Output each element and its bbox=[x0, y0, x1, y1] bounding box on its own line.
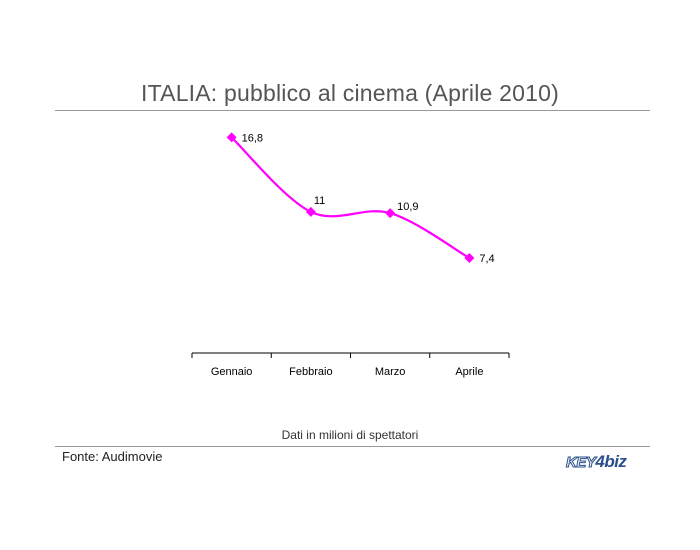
source-text: Fonte: Audimovie bbox=[62, 449, 163, 464]
marker-layer bbox=[226, 132, 475, 264]
x-axis: Gennaio Febbraio Marzo Aprile bbox=[191, 352, 510, 378]
key4biz-logo: KEY4biz bbox=[565, 452, 627, 472]
top-divider bbox=[55, 110, 650, 111]
data-label-layer: 16,8 11 10,9 7,4 bbox=[242, 132, 495, 265]
series-line bbox=[230, 136, 470, 259]
x-tick-label: Marzo bbox=[375, 366, 406, 378]
line-chart: Gennaio Febbraio Marzo Aprile 16,8 11 10,9 7,4 bbox=[191, 132, 510, 378]
series-line-layer bbox=[230, 136, 470, 259]
data-point-marker bbox=[464, 253, 475, 264]
chart-title: ITALIA: pubblico al cinema (Aprile 2010) bbox=[141, 80, 559, 106]
data-label: 10,9 bbox=[397, 201, 418, 213]
x-tick-label: Aprile bbox=[455, 366, 483, 378]
data-label: 11 bbox=[314, 195, 325, 207]
x-tick-label: Febbraio bbox=[289, 366, 332, 378]
bottom-divider bbox=[55, 446, 650, 447]
data-point-marker bbox=[385, 208, 396, 219]
data-label: 7,4 bbox=[479, 253, 494, 265]
units-note: Dati in milioni di spettatori bbox=[281, 428, 419, 442]
x-tick-label: Gennaio bbox=[211, 366, 253, 378]
data-label: 16,8 bbox=[242, 132, 263, 144]
data-point-marker bbox=[226, 132, 237, 143]
data-point-marker bbox=[305, 206, 316, 217]
